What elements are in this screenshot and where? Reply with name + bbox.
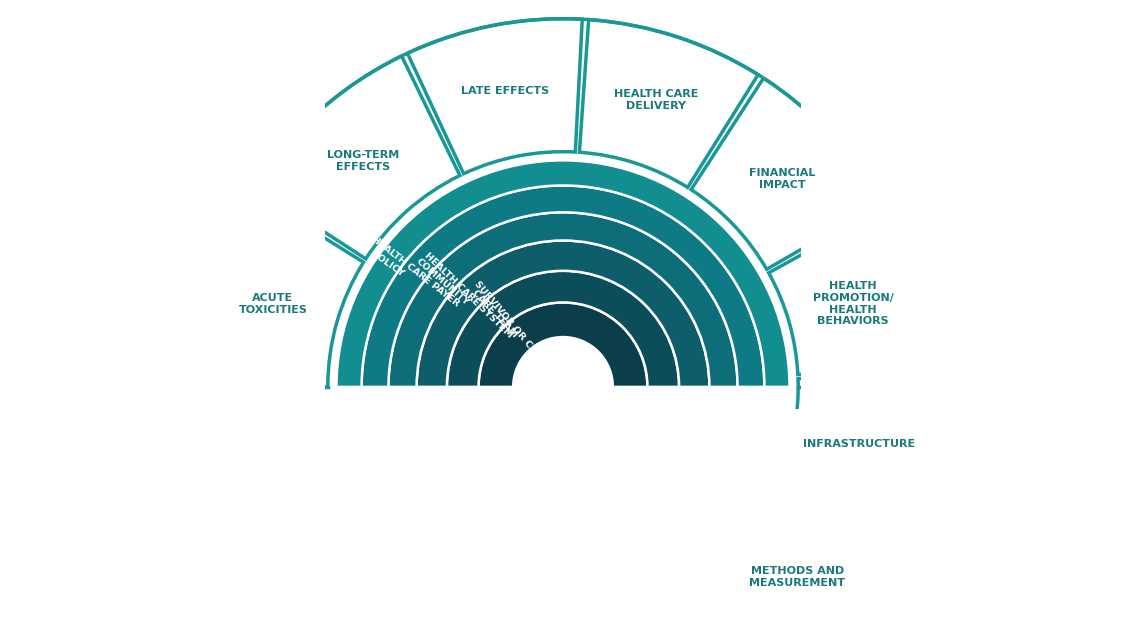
Wedge shape — [254, 56, 459, 259]
Text: SURVIVOR OR CAREGIVER: SURVIVOR OR CAREGIVER — [472, 280, 568, 391]
Wedge shape — [195, 192, 364, 387]
Wedge shape — [705, 486, 896, 617]
Wedge shape — [691, 78, 882, 269]
Text: INFRASTRUCTURE: INFRASTRUCTURE — [803, 439, 915, 449]
Wedge shape — [361, 186, 765, 387]
Text: COMMUNITY: COMMUNITY — [413, 256, 470, 307]
Wedge shape — [479, 302, 647, 387]
Wedge shape — [408, 19, 582, 174]
Text: HEALTH CARE SYSTEM: HEALTH CARE SYSTEM — [423, 251, 515, 340]
Wedge shape — [447, 271, 679, 387]
Text: ACUTE
TOXICITIES: ACUTE TOXICITIES — [239, 293, 307, 315]
Wedge shape — [417, 241, 709, 387]
Text: CARE TEAM: CARE TEAM — [471, 288, 519, 339]
Text: LONG-TERM
EFFECTS: LONG-TERM EFFECTS — [327, 150, 400, 172]
Text: HEALTH CARE
DELIVERY: HEALTH CARE DELIVERY — [614, 89, 698, 111]
Text: HEALTH
PROMOTION/
HEALTH
BEHAVIORS: HEALTH PROMOTION/ HEALTH BEHAVIORS — [813, 281, 893, 326]
Text: FINANCIAL
IMPACT: FINANCIAL IMPACT — [749, 168, 815, 190]
Text: METHODS AND
MEASUREMENT: METHODS AND MEASUREMENT — [750, 566, 846, 587]
Text: LATE EFFECTS: LATE EFFECTS — [462, 86, 549, 96]
Wedge shape — [580, 20, 758, 188]
Wedge shape — [388, 212, 738, 387]
Wedge shape — [778, 374, 931, 537]
Wedge shape — [337, 160, 789, 387]
Wedge shape — [769, 209, 931, 375]
Text: HEALTH CARE PAYER: HEALTH CARE PAYER — [369, 234, 461, 308]
Text: POLICY: POLICY — [369, 249, 406, 279]
